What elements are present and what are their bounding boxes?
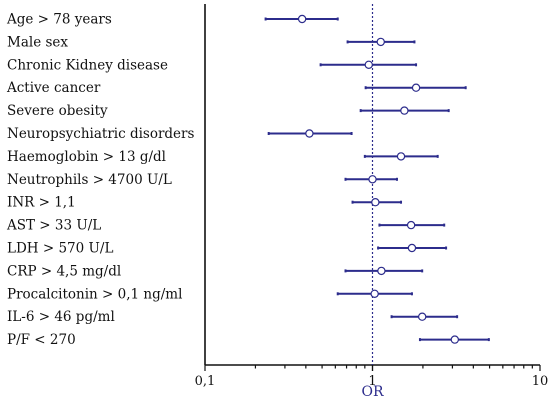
row-label: Neutrophils > 4700 U/L	[7, 172, 172, 188]
confidence-intervals	[264, 14, 490, 344]
row-label: Neuropsychiatric disorders	[7, 126, 194, 142]
row-label: AST > 33 U/L	[6, 218, 101, 234]
point-estimate-marker	[396, 152, 406, 161]
x-axis-ticks: 0,1 1 10	[195, 365, 549, 389]
interval-row	[351, 197, 403, 207]
interval-row	[378, 220, 446, 230]
point-estimate-marker	[305, 129, 314, 138]
row-label: IL-6 > 46 pg/ml	[7, 309, 115, 325]
interval-row	[364, 83, 467, 92]
interval-row	[264, 14, 339, 24]
interval-row	[344, 266, 424, 276]
row-label: Chronic Kidney disease	[7, 57, 168, 73]
row-label: Severe obesity	[7, 103, 108, 119]
row-label: Procalcitonin > 0,1 ng/ml	[7, 286, 182, 302]
point-estimate-marker	[377, 266, 386, 276]
interval-row	[418, 335, 490, 344]
interval-row	[319, 60, 418, 70]
point-estimate-marker	[368, 175, 377, 184]
row-labels: Age > 78 years Male sex Chronic Kidney dis…	[6, 12, 194, 349]
interval-row	[377, 243, 448, 253]
point-estimate-marker	[376, 37, 385, 47]
x-tick-label: 10	[532, 374, 549, 389]
interval-row	[267, 129, 353, 138]
row-label: Male sex	[7, 34, 68, 50]
interval-row	[344, 175, 398, 184]
x-tick-label: 0,1	[195, 374, 216, 389]
x-tick-label: 1	[368, 374, 376, 389]
interval-row	[390, 312, 459, 321]
point-estimate-marker	[400, 106, 409, 115]
interval-row	[336, 289, 413, 298]
row-label: P/F < 270	[7, 332, 76, 348]
point-estimate-marker	[450, 335, 460, 344]
row-label: Active cancer	[6, 80, 101, 96]
point-estimate-marker	[297, 14, 307, 24]
row-label: CRP > 4,5 mg/dl	[7, 263, 121, 279]
point-estimate-marker	[407, 243, 417, 253]
point-estimate-marker	[371, 197, 380, 207]
point-estimate-marker	[411, 83, 421, 92]
point-estimate-marker	[417, 312, 427, 321]
row-label: Age > 78 years	[6, 12, 112, 28]
point-estimate-marker	[370, 289, 379, 298]
point-estimate-marker	[364, 60, 373, 70]
interval-row	[359, 106, 450, 115]
row-label: INR > 1,1	[7, 195, 76, 211]
row-label: Haemoglobin > 13 g/dl	[7, 149, 166, 165]
row-label: LDH > 570 U/L	[7, 241, 113, 257]
interval-row	[346, 37, 416, 47]
point-estimate-marker	[406, 220, 416, 230]
x-axis-title: OR	[361, 384, 383, 400]
interval-row	[363, 152, 439, 161]
